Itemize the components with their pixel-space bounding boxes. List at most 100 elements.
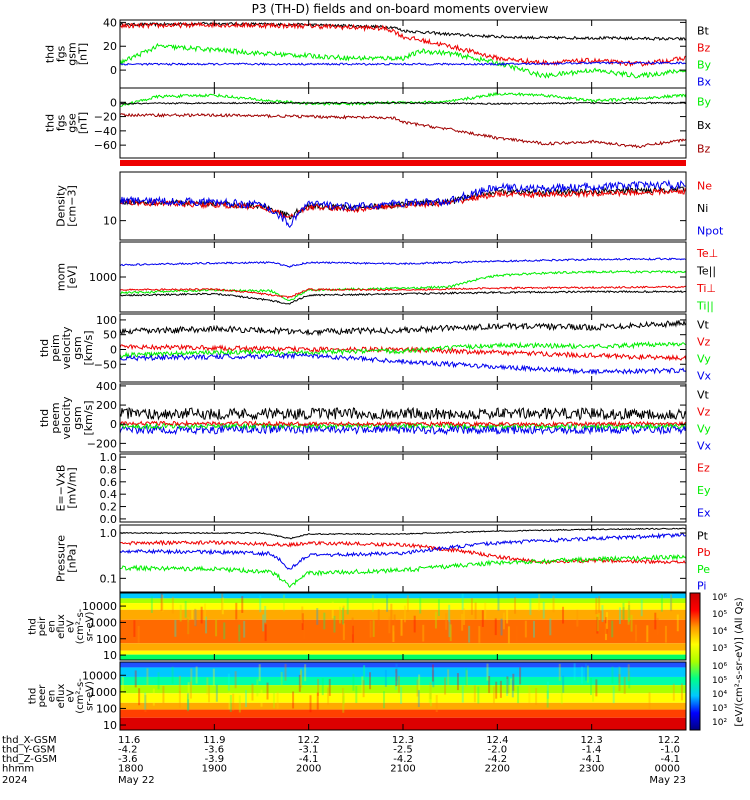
spectrogram-streak [492,686,495,704]
spectrogram-band [120,702,686,710]
spectrogram-streak [512,673,515,691]
series-peim-Vx [120,352,686,376]
spectrogram-streak [200,606,203,624]
spectrogram-streak [299,668,302,686]
spectrogram-streak [150,596,153,613]
y-tick-label: 100 [96,314,117,327]
legend-moms-0: Te⊥ [696,247,718,260]
y-tick-label: 10000 [82,669,117,682]
y-tick-label: 1.0 [100,451,118,464]
spectrogram-streak [333,615,336,633]
spectrogram-streak [437,599,440,616]
panel-frame [119,241,687,313]
spectrogram-streak [304,664,307,682]
spectrogram-streak [300,670,303,688]
spectrogram-band [120,619,686,644]
spectrogram-streak [611,666,614,684]
legend-pressure-3: Pi [697,580,706,593]
spectrogram-streak [435,695,438,713]
date-end-label: May 23 [649,775,686,786]
spectrogram-streak [342,605,345,623]
ephemeris-value: 11.6 [118,735,140,746]
spectrogram-streak [371,595,374,612]
y-axis-label: thdfgsgse[nT] [44,112,90,134]
spectrogram-streak [221,597,224,615]
y-axis-label: mom[eV] [55,263,79,291]
series-peem-Vt [120,406,686,421]
spectrogram-streak [205,616,208,634]
spectrogram-streak [369,620,372,638]
colorbar-tick-bottom: 10³ [712,704,727,714]
colorbar-tick-bottom: 10⁵ [712,676,727,686]
spectrogram-streak [538,594,541,611]
spectrogram-streak [351,625,354,643]
y-axis-label: thdpeemvelocitygsm[km/s] [38,396,95,439]
y-tick-label: 100 [96,633,117,646]
spectrogram-streak [331,601,334,619]
spectrogram-streak [342,695,345,713]
series-group-peem [120,406,686,436]
y-tick-label: 0 [110,418,117,431]
series-moms-Te [120,270,686,302]
spectrogram-streak [208,685,211,703]
spectrogram-streak [618,667,621,685]
year-label: 2024 [2,775,27,786]
spectrogram-streak [395,663,398,681]
spectrogram-streak [259,595,262,613]
spectrogram-streak [272,691,275,709]
spectrogram-streak [393,614,396,632]
spectrogram-streak [160,593,163,611]
series-pressure-Pe [120,554,686,589]
spectrogram-streak [595,597,598,615]
legend-exb-2: Ex [697,507,711,520]
ephemeris-row-label: thd_Y-GSM [2,745,55,756]
spectrogram-streak [640,599,643,617]
spectrogram-streak [235,602,238,620]
spectrogram-streak [238,695,241,713]
colorbar-tick-bottom: 10² [712,718,727,728]
spectrogram-streak [280,671,283,689]
series-fgs-gse-Bz [120,112,686,149]
series-peim-Vt [120,319,686,337]
y-axis-label: Density[cm−3] [55,185,79,227]
spectrogram-streak [486,663,489,681]
ephemeris-value: -4.1 [660,754,680,765]
spectrogram-streak [284,663,287,681]
spectrogram-streak [256,679,259,697]
ephemeris-value: 12.4 [486,735,508,746]
spectrogram-streak [171,596,174,614]
spectrogram-streak [187,617,190,635]
spectrogram-streak [533,620,536,638]
spectrogram-streak [260,689,263,707]
legend-moms-1: Te|| [696,264,716,277]
spectrogram-streak [316,692,319,710]
spectrogram-streak [157,672,160,690]
legend-fgs-gse-2: Bz [697,142,711,155]
series-fgs-gsm-By [120,42,686,79]
date-start-label: May 22 [118,775,155,786]
spectrogram-streak [676,614,679,632]
series-peem-Vy [120,421,686,431]
spectrogram-streak [592,684,595,702]
spectrogram-streak [298,674,301,692]
spectrogram-streak [506,679,509,697]
spectrogram-streak [535,687,538,705]
y-tick-label: 40 [103,16,117,29]
series-group-moms [120,257,686,305]
spectrogram-streak [434,611,437,629]
spectrogram-streak [429,682,432,700]
series-fgs-gsm-Bx [120,61,686,67]
spectrogram-streak [134,670,137,688]
spectrogram-streak [194,609,197,627]
series-density-Npot [120,179,686,228]
y-axis-label: thdfgsgsm[nT] [44,42,90,65]
ephemeris-value: 1800 [118,764,143,775]
spectrogram-streak [494,618,497,636]
spectrogram-streak [321,678,324,696]
spectrogram-streak [392,625,395,643]
spectrogram-band [120,693,686,703]
spectrogram-streak [323,612,326,630]
ephemeris-value: -1.0 [660,745,680,756]
spectrogram-streak [590,678,593,696]
spectrogram-streak [251,683,254,701]
